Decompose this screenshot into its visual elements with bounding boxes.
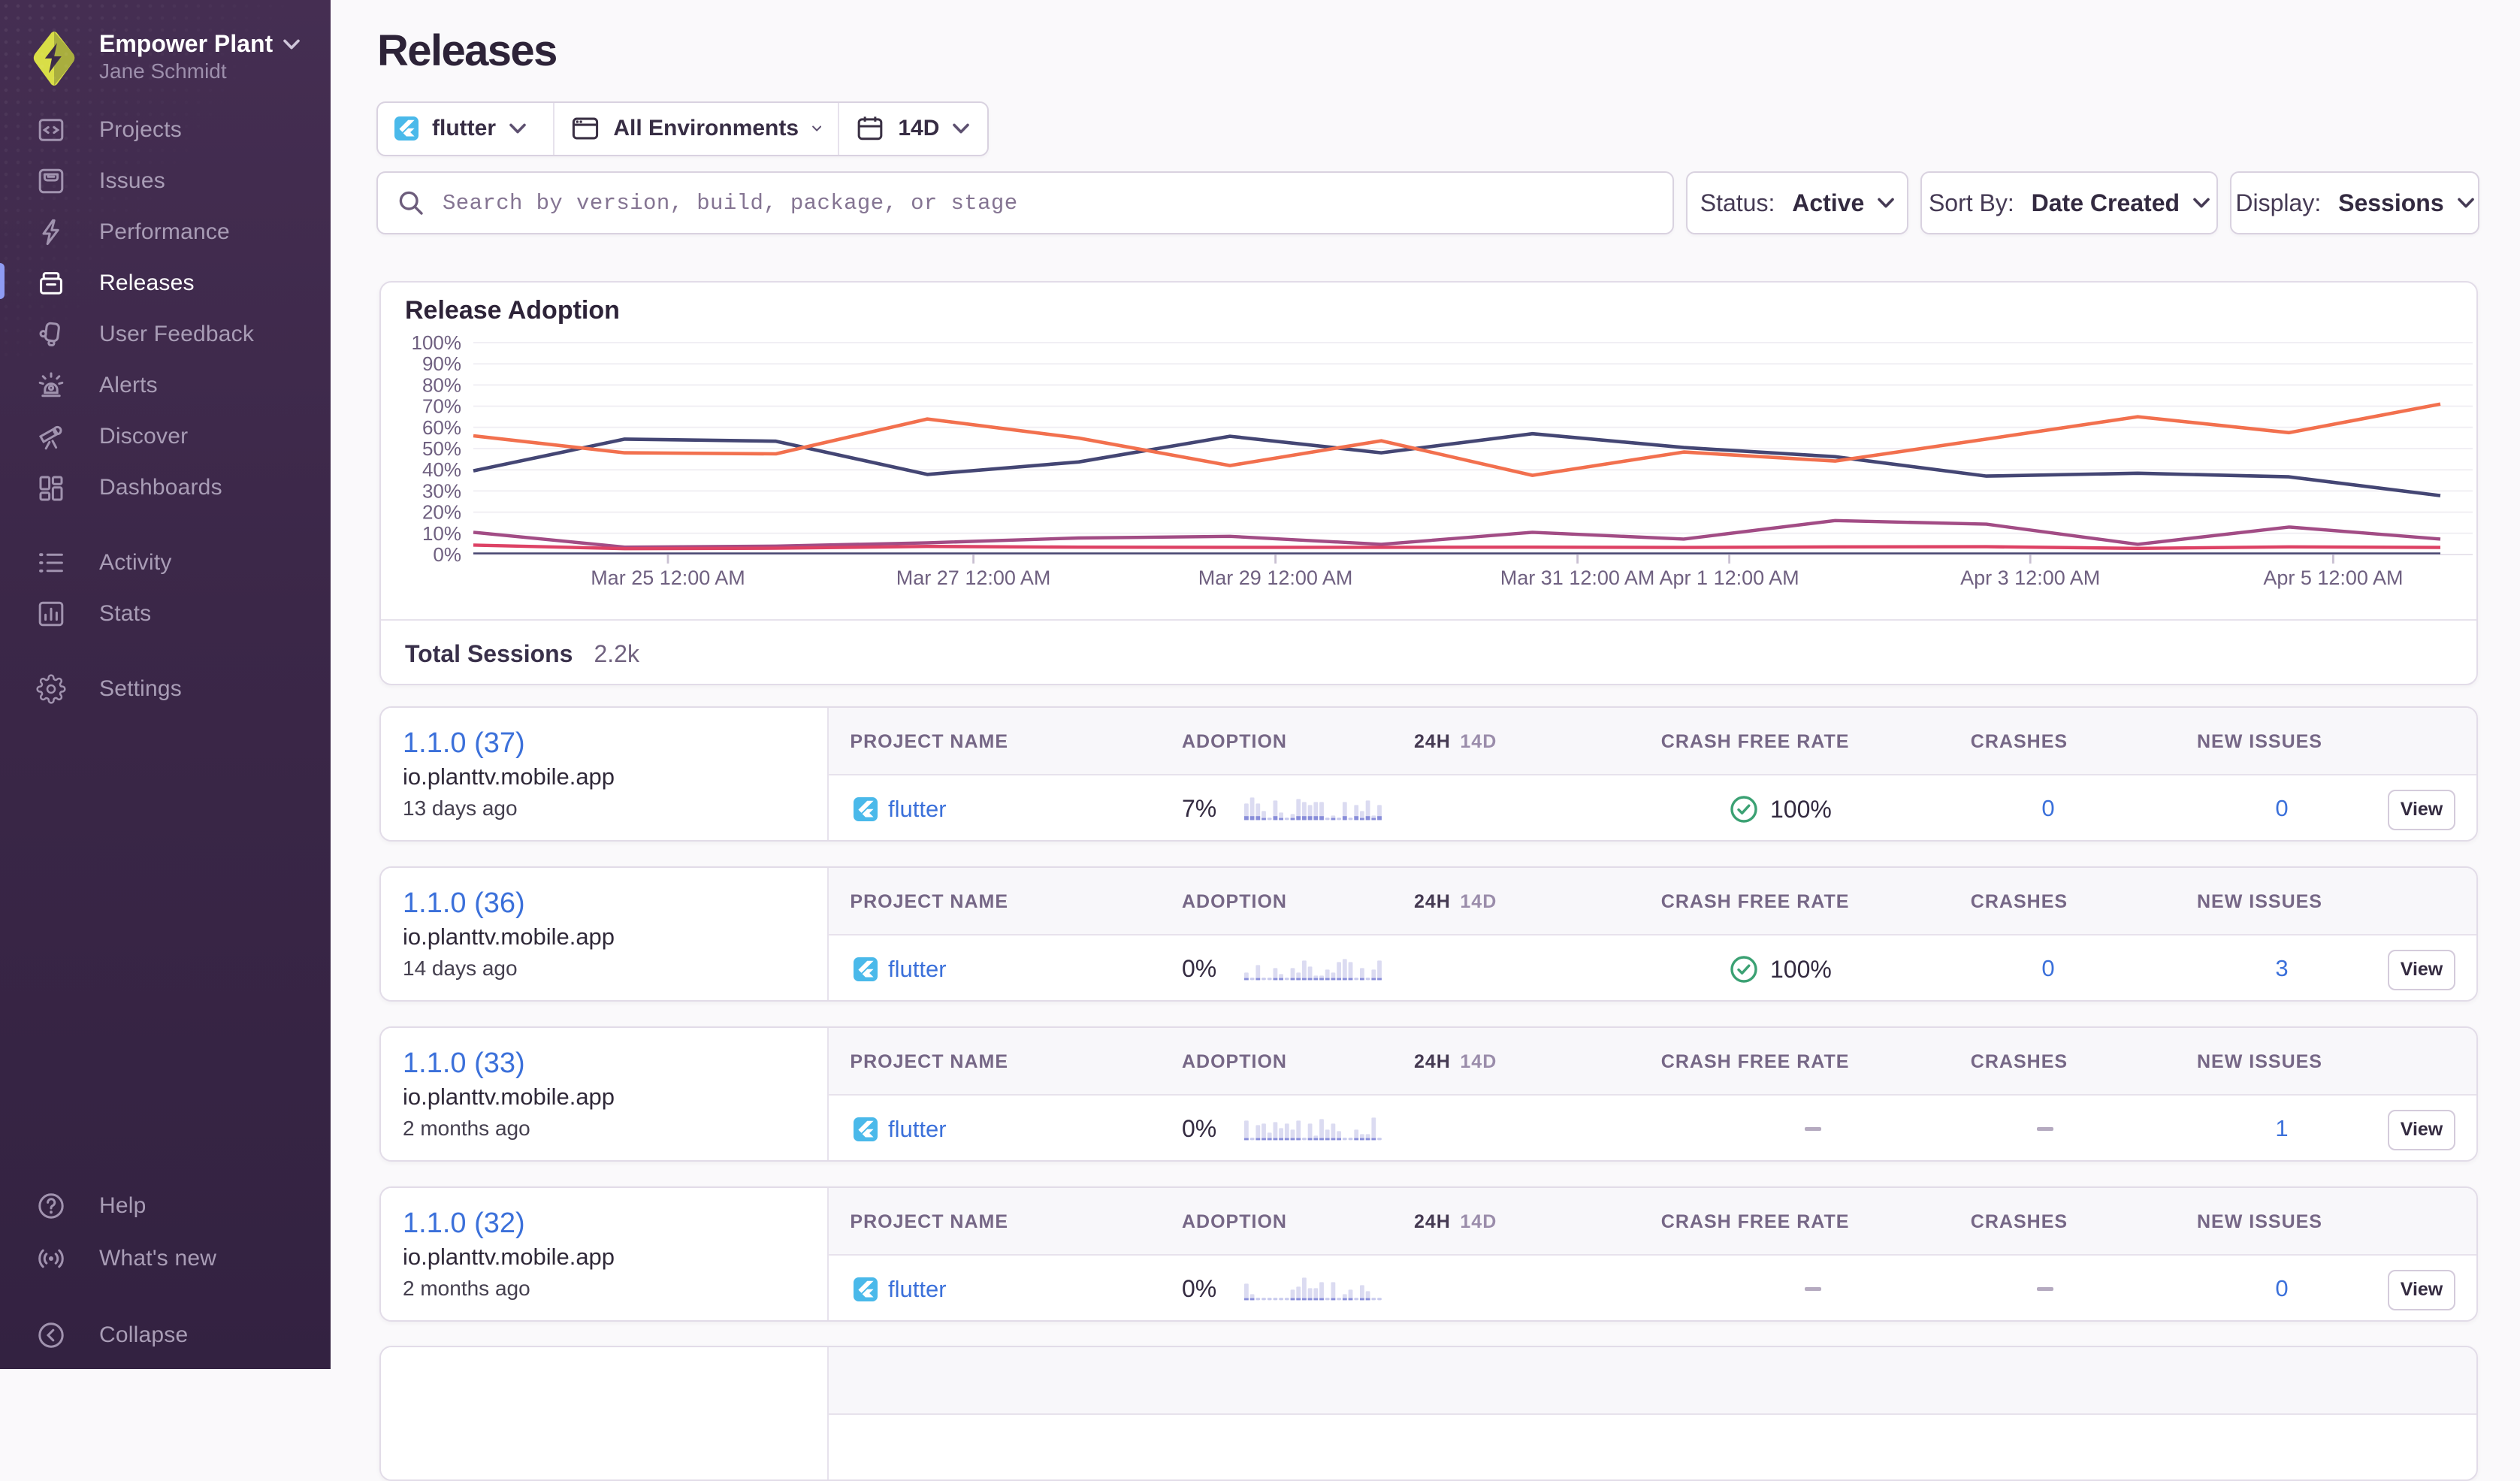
svg-text:Apr 5 12:00 AM: Apr 5 12:00 AM (2263, 567, 2403, 589)
svg-text:Apr 1 12:00 AM: Apr 1 12:00 AM (1660, 567, 1799, 589)
svg-text:0%: 0% (433, 543, 461, 566)
svg-text:50%: 50% (422, 437, 461, 460)
svg-text:30%: 30% (422, 479, 461, 502)
svg-text:90%: 90% (422, 352, 461, 375)
svg-text:40%: 40% (422, 458, 461, 481)
svg-text:20%: 20% (422, 501, 461, 524)
svg-text:10%: 10% (422, 522, 461, 545)
svg-text:Mar 25 12:00 AM: Mar 25 12:00 AM (591, 567, 745, 589)
svg-text:Mar 27 12:00 AM: Mar 27 12:00 AM (896, 567, 1051, 589)
svg-text:Mar 29 12:00 AM: Mar 29 12:00 AM (1198, 567, 1353, 589)
svg-text:70%: 70% (422, 395, 461, 418)
svg-text:Mar 31 12:00 AM: Mar 31 12:00 AM (1500, 567, 1655, 589)
svg-text:80%: 80% (422, 373, 461, 396)
svg-text:100%: 100% (412, 331, 462, 354)
svg-text:60%: 60% (422, 416, 461, 439)
svg-text:Apr 3 12:00 AM: Apr 3 12:00 AM (1960, 567, 2100, 589)
